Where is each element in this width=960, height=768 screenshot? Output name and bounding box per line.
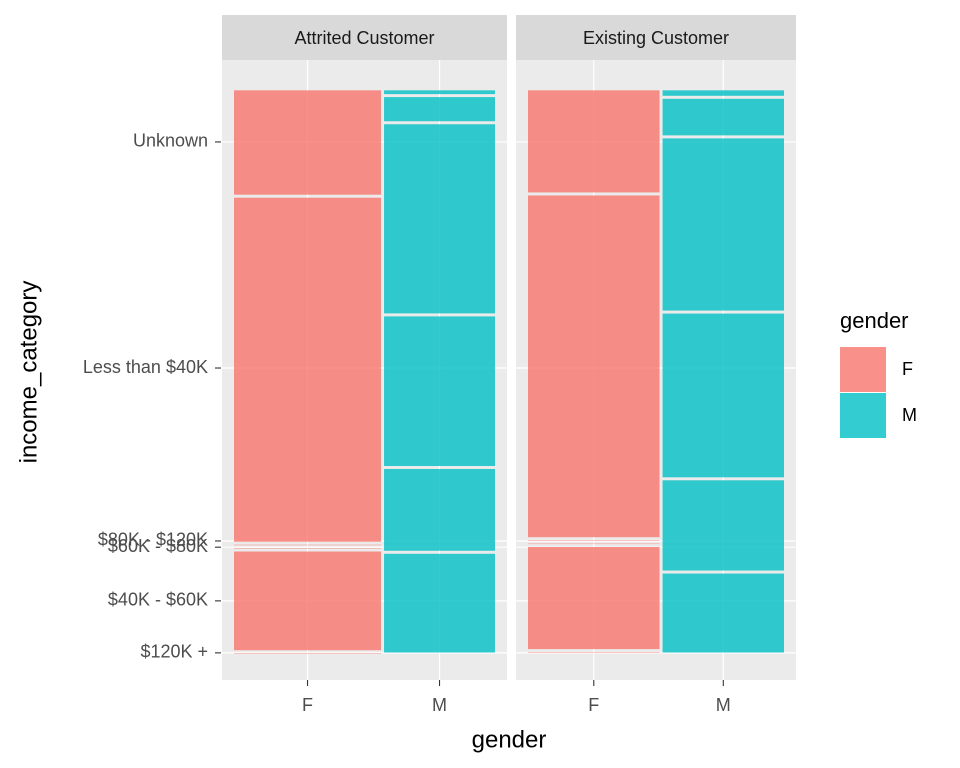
mosaic-tile — [384, 316, 495, 466]
mosaic-tile — [234, 197, 382, 542]
mosaic-tile — [662, 98, 784, 136]
mosaic-tile — [528, 546, 660, 650]
mosaic-tile — [662, 573, 784, 653]
mosaic-tile — [384, 90, 495, 95]
strip — [516, 15, 796, 60]
y-tick-label: $120K + — [140, 642, 208, 662]
legend-key — [840, 347, 886, 392]
y-axis-title: income_category — [15, 281, 42, 464]
mosaic-tile — [662, 313, 784, 478]
y-tick-label: $80K - $120K — [98, 530, 208, 550]
mosaic-tile — [662, 90, 784, 96]
y-tick-label: Less than $40K — [83, 357, 208, 377]
mosaic-tile — [528, 540, 660, 541]
mosaic-tile — [234, 544, 382, 546]
mosaic-tile — [662, 480, 784, 571]
mosaic-tile — [528, 195, 660, 538]
x-tick-label: F — [302, 695, 313, 715]
strip-title: Attrited Customer — [294, 28, 434, 48]
mosaic-tile — [384, 124, 495, 314]
legend-title: gender — [840, 308, 909, 333]
mosaic-tile — [234, 653, 382, 654]
strip — [222, 15, 507, 60]
legend-label: M — [902, 405, 917, 425]
strip-title: Existing Customer — [583, 28, 729, 48]
y-tick-label: Unknown — [133, 131, 208, 151]
mosaic-tile — [528, 652, 660, 653]
mosaic-tile — [234, 90, 382, 195]
mosaic-tile — [384, 553, 495, 653]
mosaic-tile — [528, 543, 660, 545]
mosaic-tile — [384, 468, 495, 551]
y-tick-label: $60K - $80K — [108, 536, 208, 556]
mosaic-tile — [234, 551, 382, 651]
x-tick-label: F — [588, 695, 599, 715]
mosaic-tile — [234, 548, 382, 549]
mosaic-tile — [384, 97, 495, 122]
x-tick-label: M — [432, 695, 447, 715]
legend-key — [840, 393, 886, 438]
mosaic-tile — [528, 90, 660, 193]
x-axis-title: gender — [472, 726, 547, 753]
mosaic-tile — [662, 138, 784, 311]
legend-label: F — [902, 359, 913, 379]
x-tick-label: M — [716, 695, 731, 715]
y-tick-label: $40K - $60K — [108, 590, 208, 610]
